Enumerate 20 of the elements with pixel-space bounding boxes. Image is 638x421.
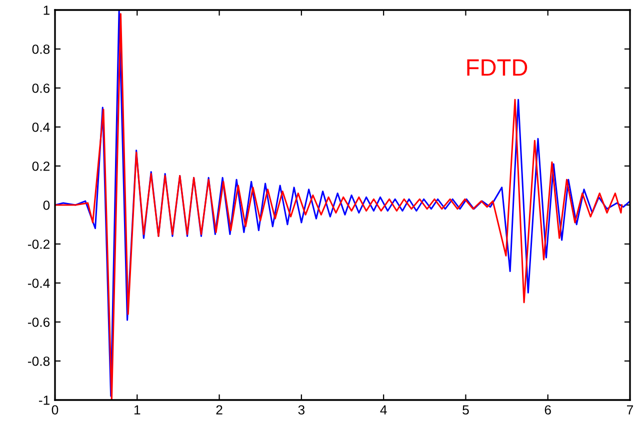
y-tick-label: -0.2 [28,240,50,249]
series-label: FDTD [467,59,528,76]
y-tick-label: 0 [43,200,50,210]
x-tick-label: 0 [52,405,58,415]
y-tick-label: -0.4 [28,278,50,288]
y-tick-label: 0.2 [32,162,50,171]
y-tick-label: 1 [44,6,50,15]
y-tick-label: -1 [38,396,50,405]
x-tick-label: 1 [134,405,140,414]
x-tick-label: 5 [462,405,469,415]
y-tick-label: 0.6 [32,84,50,93]
x-tick-label: 3 [298,405,305,415]
x-tick-label: 2 [216,405,222,414]
y-tick-label: -0.6 [28,318,50,327]
x-tick-label: 4 [380,405,387,414]
y-tick-label: 0.4 [32,122,50,132]
y-tick-label: -0.8 [28,356,50,366]
x-tick-label: 7 [627,405,634,414]
y-tick-label: 0.8 [32,44,50,54]
x-tick-label: 6 [544,405,551,415]
